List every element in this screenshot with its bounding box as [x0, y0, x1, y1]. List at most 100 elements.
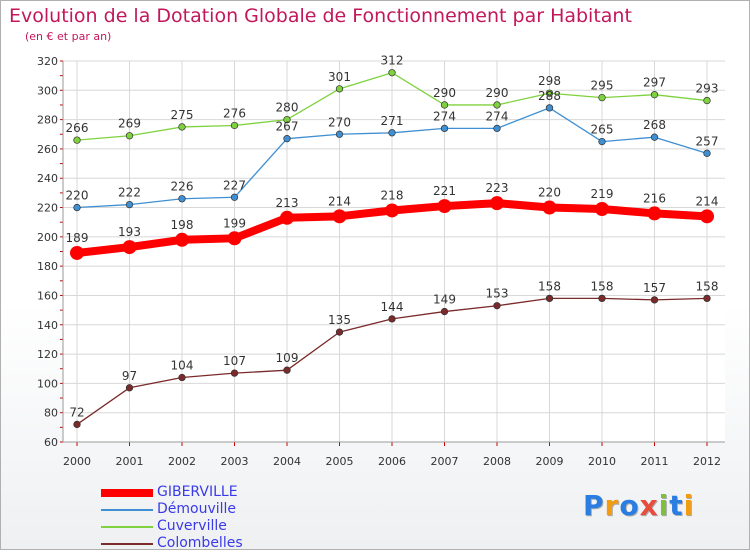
data-point — [700, 209, 714, 224]
y-tick-label: 300 — [37, 84, 58, 97]
data-label: 158 — [591, 279, 614, 293]
logo-letter: r — [604, 489, 620, 522]
data-point — [650, 91, 659, 99]
data-point — [175, 232, 189, 247]
data-point — [490, 196, 504, 211]
x-tick-label: 2006 — [378, 455, 406, 468]
data-label: 158 — [696, 279, 719, 293]
data-point — [542, 200, 557, 215]
data-point — [125, 200, 134, 209]
data-point — [283, 366, 291, 374]
logo-letter: P — [583, 489, 605, 522]
data-point — [178, 123, 186, 131]
data-label: 268 — [643, 118, 666, 132]
y-tick-label: 280 — [37, 114, 58, 127]
x-tick-label: 2003 — [221, 455, 249, 468]
legend-swatch — [101, 509, 153, 511]
plot-area — [63, 61, 725, 442]
data-point — [125, 384, 134, 392]
x-tick-label: 2008 — [483, 455, 511, 468]
x-tick-label: 2004 — [273, 455, 301, 468]
data-point — [703, 294, 711, 303]
data-label: 274 — [433, 109, 456, 123]
data-label: 274 — [486, 109, 509, 123]
x-tick-label: 2000 — [63, 455, 91, 468]
data-label: 109 — [276, 351, 299, 365]
legend-label: GIBERVILLE — [157, 484, 238, 500]
data-label: 221 — [433, 184, 456, 198]
data-label: 226 — [171, 180, 194, 194]
data-point — [493, 101, 501, 109]
data-label: 213 — [276, 196, 299, 210]
data-label: 227 — [223, 178, 246, 192]
logo-letter: i — [658, 489, 670, 522]
y-tick-label: 180 — [37, 260, 58, 273]
data-label: 199 — [223, 216, 246, 230]
data-point — [388, 69, 396, 77]
y-tick-label: 160 — [37, 289, 58, 302]
data-label: 153 — [486, 287, 509, 301]
data-label: 157 — [643, 281, 666, 295]
logo-letter: i — [683, 489, 695, 522]
data-label: 97 — [122, 369, 137, 383]
x-tick-label: 2001 — [116, 455, 144, 468]
data-label: 312 — [381, 54, 404, 68]
chart-title: Evolution de la Dotation Globale de Fonc… — [9, 5, 632, 27]
data-label: 220 — [538, 186, 561, 200]
legend-label: Cuverville — [157, 518, 227, 534]
y-tick-label: 80 — [44, 407, 58, 420]
data-point — [230, 193, 239, 201]
data-point — [440, 101, 449, 109]
y-tick-label: 220 — [37, 202, 58, 215]
x-tick-label: 2002 — [168, 455, 196, 468]
data-point — [230, 369, 239, 377]
x-tick-label: 2007 — [431, 455, 459, 468]
data-point — [493, 124, 501, 133]
data-label: 267 — [276, 120, 299, 134]
y-tick-label: 100 — [37, 377, 58, 390]
data-label: 198 — [171, 218, 194, 232]
data-point — [335, 328, 344, 336]
y-tick-label: 120 — [37, 348, 58, 361]
data-point — [280, 210, 294, 225]
x-tick-label: 2012 — [693, 455, 721, 468]
x-tick-label: 2010 — [588, 455, 616, 468]
data-point — [70, 245, 84, 260]
y-tick-label: 320 — [37, 55, 58, 68]
grid-lines — [63, 60, 725, 443]
x-axis: 2000 2001 2002 2003 2004 2005 2006 2007 2008 2009… — [63, 441, 725, 468]
data-point — [332, 209, 347, 224]
data-label: 189 — [66, 231, 89, 245]
data-point — [227, 231, 242, 246]
data-label: 220 — [66, 189, 89, 203]
data-point — [385, 203, 399, 218]
legend-label: Colombelles — [157, 535, 243, 551]
data-point — [125, 132, 134, 140]
data-label: 219 — [591, 187, 614, 201]
data-label: 257 — [696, 134, 719, 148]
data-point — [595, 202, 609, 217]
data-point — [650, 133, 659, 141]
data-point — [545, 104, 554, 112]
data-point — [703, 149, 711, 157]
data-point — [122, 240, 137, 255]
data-label: 144 — [381, 300, 404, 314]
chart-subtitle: (en € et par an) — [25, 30, 112, 43]
legend-swatch — [101, 526, 153, 528]
y-tick-label: 240 — [37, 172, 58, 185]
x-tick-label: 2011 — [641, 455, 669, 468]
data-label: 266 — [66, 121, 89, 135]
x-tick-label: 2005 — [326, 455, 354, 468]
data-label: 276 — [223, 106, 246, 120]
data-point — [437, 199, 452, 214]
data-label: 223 — [486, 181, 509, 195]
legend-swatch — [101, 489, 153, 497]
data-point — [703, 96, 711, 105]
data-point — [178, 373, 186, 382]
logo-letter: t — [669, 489, 684, 522]
data-point — [598, 137, 606, 146]
data-label: 293 — [696, 82, 719, 96]
data-point — [650, 296, 659, 304]
